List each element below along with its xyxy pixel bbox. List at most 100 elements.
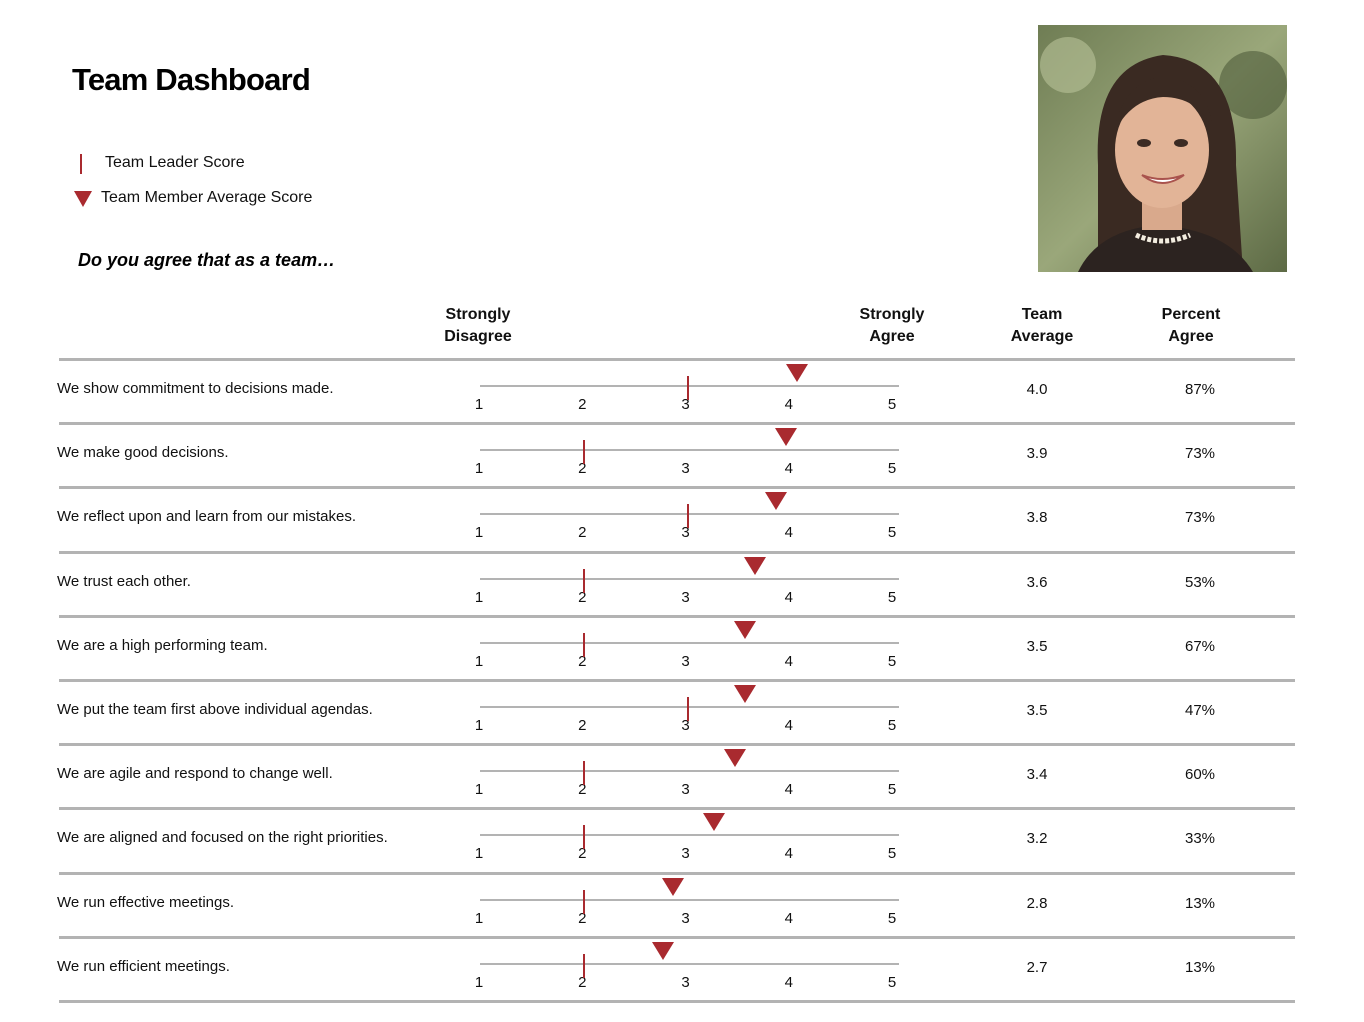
scale-tick-label: 1: [474, 909, 484, 927]
scale-tick-label: 5: [887, 460, 897, 478]
scale-tick-label: 3: [681, 845, 690, 863]
scale-track: [480, 449, 899, 452]
team-member-average-marker: [734, 620, 757, 639]
scale-tick-label: 1: [474, 845, 484, 863]
page-title: Team Dashboard: [72, 62, 311, 97]
percent-agree-value: 73%: [1184, 509, 1216, 527]
team-member-average-marker: [785, 364, 808, 382]
row-separator: [59, 743, 1295, 747]
scale-tick-label: 4: [784, 460, 793, 478]
team-member-average-marker: [723, 749, 746, 768]
scale-track: [480, 898, 899, 901]
percent-agree-value: 53%: [1184, 573, 1216, 591]
team-member-average-marker: [765, 492, 788, 511]
statement-label: We run efficient meetings.: [57, 957, 230, 975]
header-strongly-disagree-line2: Disagree: [444, 328, 512, 345]
scale-tick-label: 4: [784, 652, 793, 670]
team-leader-photo: [1038, 25, 1287, 272]
header-percent-agree-line1: Percent: [1161, 306, 1221, 323]
header-team-average-line2: Average: [1010, 328, 1074, 345]
scale-tick-label: 1: [474, 652, 484, 670]
team-average-value: 3.2: [1026, 830, 1048, 848]
statement-label: We reflect upon and learn from our mista…: [57, 508, 357, 526]
statement-label: We are a high performing team.: [57, 636, 268, 654]
scale-track: [480, 641, 899, 644]
scale-tick-label: 4: [784, 781, 793, 799]
row-separator: [59, 358, 1295, 361]
header-strongly-agree-line1: Strongly: [859, 306, 925, 323]
team-average-value: 2.7: [1026, 958, 1048, 976]
scale-tick-label: 4: [784, 524, 793, 542]
scale-tick-label: 5: [887, 588, 897, 606]
team-leader-score-marker: [583, 761, 586, 786]
team-leader-score-marker: [583, 953, 586, 978]
leader-score-marker-icon: [80, 154, 82, 174]
percent-agree-value: 87%: [1184, 381, 1216, 398]
scale-tick-label: 3: [681, 652, 690, 670]
statement-label: We trust each other.: [57, 572, 191, 590]
team-leader-score-marker: [583, 632, 586, 657]
scale-track: [480, 385, 899, 387]
person-portrait-icon: [1038, 25, 1287, 272]
team-leader-score-marker: [583, 825, 586, 850]
team-leader-score-marker: [686, 697, 689, 721]
scale-tick-label: 5: [887, 909, 897, 927]
percent-agree-value: 47%: [1184, 702, 1216, 719]
scale-tick-label: 3: [681, 973, 690, 991]
scale-tick-label: 3: [681, 781, 690, 799]
percent-agree-value: 60%: [1184, 766, 1216, 784]
statement-label: We make good decisions.: [57, 444, 229, 462]
scale-tick-label: 2: [578, 524, 587, 542]
row-separator: [59, 486, 1295, 490]
percent-agree-value: 73%: [1184, 445, 1216, 463]
scale-tick-label: 2: [578, 396, 587, 413]
average-score-triangle-icon: [74, 191, 92, 207]
legend-leader-label: Team Leader Score: [105, 154, 245, 171]
scale-tick-label: 2: [578, 588, 587, 606]
scale-tick-label: 5: [887, 973, 897, 991]
team-average-value: 3.5: [1026, 637, 1048, 655]
percent-agree-value: 13%: [1184, 894, 1216, 912]
scale-tick-label: 1: [474, 460, 484, 478]
scale-tick-label: 3: [681, 588, 690, 606]
header-strongly-agree-line2: Agree: [869, 328, 915, 345]
header-percent-agree: Percent Agree: [1126, 304, 1256, 348]
scale-tick-label: 4: [784, 845, 793, 863]
row-separator: [59, 807, 1295, 811]
team-average-value: 3.9: [1026, 445, 1048, 463]
legend-member-avg-label: Team Member Average Score: [101, 189, 313, 206]
scale-track: [480, 706, 899, 708]
team-member-average-marker: [651, 941, 674, 960]
scale-tick-label: 3: [681, 396, 690, 413]
team-average-value: 3.4: [1026, 766, 1048, 784]
percent-agree-value: 13%: [1184, 958, 1216, 976]
row-separator: [59, 679, 1295, 682]
team-average-value: 3.5: [1026, 702, 1048, 719]
survey-question: Do you agree that as a team…: [78, 250, 336, 270]
scale-track: [480, 770, 899, 773]
team-average-value: 2.8: [1026, 894, 1048, 912]
scale-tick-label: 2: [578, 845, 587, 863]
scale-tick-label: 2: [578, 717, 587, 734]
row-separator: [59, 422, 1295, 426]
row-separator: [59, 614, 1295, 618]
scale-track: [480, 577, 899, 580]
header-strongly-agree: Strongly Agree: [827, 304, 957, 348]
scale-tick-label: 2: [578, 652, 587, 670]
scale-track: [480, 834, 899, 837]
scale-tick-label: 1: [474, 588, 484, 606]
team-member-average-marker: [661, 877, 684, 896]
scale-tick-label: 2: [578, 781, 587, 799]
scale-tick-label: 5: [887, 781, 897, 799]
statement-label: We put the team first above individual a…: [57, 701, 373, 718]
header-team-average: Team Average: [977, 304, 1107, 348]
scale-tick-label: 1: [474, 973, 484, 991]
scale-tick-label: 4: [784, 588, 793, 606]
scale-tick-label: 4: [784, 909, 793, 927]
team-leader-score-marker: [583, 440, 586, 465]
scale-tick-label: 3: [681, 909, 690, 927]
team-average-value: 3.8: [1026, 509, 1048, 527]
statement-label: We show commitment to decisions made.: [57, 380, 334, 397]
scale-tick-label: 3: [681, 524, 690, 542]
percent-agree-value: 67%: [1184, 637, 1216, 655]
